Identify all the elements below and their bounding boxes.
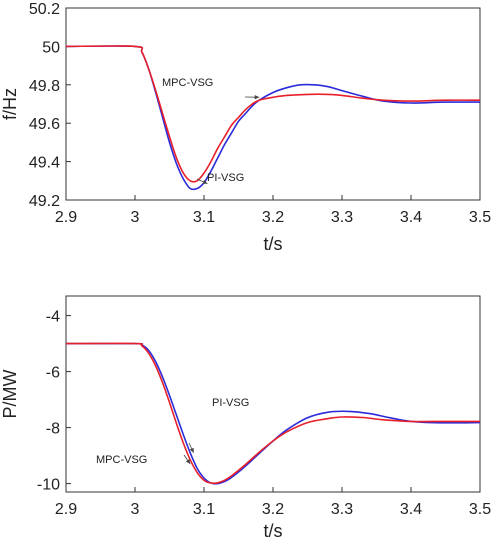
frequency-y-tick-label: 50 (42, 39, 60, 56)
power-x-tick-label: 3 (131, 501, 140, 518)
frequency-y-axis-label: f/Hz (0, 88, 20, 120)
power-x-tick-label: 3.1 (193, 501, 215, 518)
frequency-x-tick-label: 2.9 (55, 209, 77, 226)
power-x-tick-label: 3.5 (469, 501, 491, 518)
power-x-ticks: 2.9 3 3.1 3.2 3.3 3.4 3.5 (55, 487, 491, 518)
power-annotation-arrowhead (185, 459, 191, 464)
frequency-plot-frame (65, 7, 481, 201)
frequency-x-tick-label: 3.4 (400, 209, 422, 226)
power-x-tick-label: 3.4 (400, 501, 422, 518)
frequency-x-tick-label: 3 (131, 209, 140, 226)
frequency-x-axis-label: t/s (263, 234, 282, 254)
frequency-annotation-pi-vsg: PI-VSG (207, 172, 244, 184)
power-series-mpc-vsg (65, 342, 480, 485)
frequency-series-mpc-vsg (65, 45, 481, 183)
power-series (65, 342, 481, 485)
frequency-y-ticks: 49.2 49.4 49.6 49.8 50 50.2 (29, 1, 71, 210)
frequency-series (65, 45, 481, 191)
frequency-y-tick-label: 49.2 (29, 193, 60, 210)
power-annotations: PI-VSG MPC-VSG (96, 397, 249, 466)
power-x-tick-label: 2.9 (55, 501, 77, 518)
power-y-tick-label: -10 (37, 477, 60, 494)
power-y-tick-label: -8 (46, 421, 60, 438)
power-annotation-mpc-vsg: MPC-VSG (96, 454, 147, 466)
power-annotation-arrowhead (189, 447, 194, 453)
frequency-annotations: MPC-VSG PI-VSG (162, 77, 260, 185)
frequency-chart: 49.2 49.4 49.6 49.8 50 50.2 2.9 3 3.1 3.2 3.3 3.4 3… (0, 1, 491, 254)
frequency-x-tick-label: 3.3 (331, 209, 353, 226)
frequency-annotation-arrowhead (202, 179, 208, 184)
power-x-tick-label: 3.2 (262, 501, 284, 518)
power-chart: -10 -8 -6 -4 2.9 3 3.1 3.2 3.3 3.4 3.5 PI-VSG MPC-… (0, 295, 491, 541)
frequency-x-tick-label: 3.5 (469, 209, 491, 226)
power-x-axis-label: t/s (263, 521, 282, 541)
frequency-x-ticks: 2.9 3 3.1 3.2 3.3 3.4 3.5 (55, 195, 491, 226)
frequency-y-tick-label: 49.6 (29, 116, 60, 133)
frequency-annotation-mpc-vsg: MPC-VSG (162, 77, 213, 89)
frequency-y-tick-label: 50.2 (29, 1, 60, 18)
frequency-y-tick-label: 49.8 (29, 78, 60, 95)
power-y-ticks: -10 -8 -6 -4 (37, 309, 71, 494)
power-annotation-pi-vsg: PI-VSG (212, 397, 249, 409)
frequency-annotation-arrowhead (254, 95, 260, 100)
frequency-y-tick-label: 49.4 (29, 155, 60, 172)
power-x-tick-label: 3.3 (331, 501, 353, 518)
frequency-x-tick-label: 3.2 (262, 209, 284, 226)
power-y-tick-label: -4 (46, 309, 60, 326)
power-y-tick-label: -6 (46, 365, 60, 382)
power-y-axis-label: P/MW (0, 369, 20, 418)
frequency-x-tick-label: 3.1 (193, 209, 215, 226)
frequency-series-pi-vsg (65, 45, 481, 191)
power-series-pi-vsg (65, 342, 481, 485)
